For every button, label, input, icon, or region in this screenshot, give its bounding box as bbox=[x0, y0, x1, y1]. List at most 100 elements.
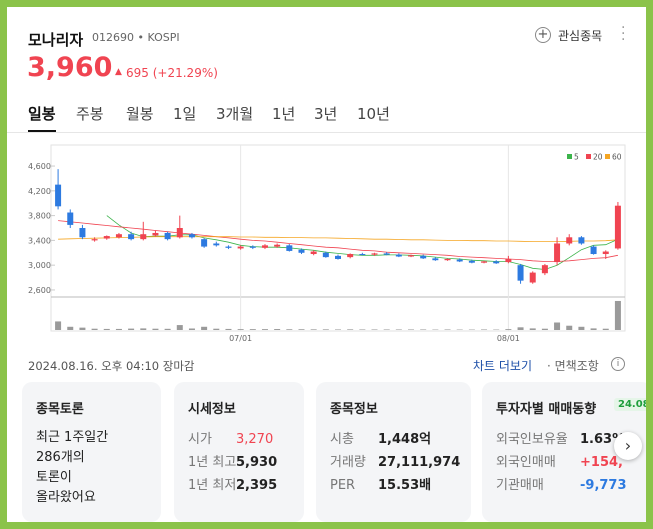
info-card[interactable]: 종목토론 최근 1주일간 286개의 토론이 올라왔어요 bbox=[22, 382, 161, 522]
volume-bar bbox=[395, 329, 402, 330]
legend-label: 60 bbox=[612, 153, 622, 162]
tab[interactable]: 주봉 bbox=[76, 105, 104, 123]
more-chart[interactable]: 차트 더보기 bbox=[473, 359, 533, 373]
legend-swatch bbox=[586, 154, 591, 159]
legend-swatch bbox=[567, 154, 572, 159]
tab[interactable]: 10년 bbox=[357, 105, 390, 123]
candle-body bbox=[286, 245, 293, 251]
row-key: PER bbox=[330, 478, 356, 493]
volume-bar bbox=[164, 328, 171, 330]
candle-body bbox=[249, 246, 256, 248]
candle-body bbox=[152, 232, 159, 236]
candle-body bbox=[140, 234, 147, 240]
tab-divider bbox=[7, 132, 646, 133]
candle-body bbox=[188, 234, 195, 238]
volume-bar bbox=[261, 329, 268, 330]
watch-button[interactable]: 관심종목 bbox=[558, 29, 603, 43]
info-card[interactable]: 시세정보 시가 3,270 1년 최고5,930 1년 최저2,395 bbox=[174, 382, 304, 522]
volume-bar bbox=[529, 328, 536, 330]
candle-body bbox=[383, 253, 390, 255]
disclaimer[interactable]: · 면책조항 bbox=[547, 359, 599, 373]
next-arrow[interactable]: › bbox=[614, 432, 642, 460]
volume-bar bbox=[55, 321, 62, 330]
candle-body bbox=[420, 255, 427, 259]
volume-bar bbox=[383, 329, 390, 330]
candle-body bbox=[554, 243, 561, 263]
ma-line bbox=[58, 220, 618, 262]
card-row: 시가 3,270 bbox=[188, 428, 273, 447]
card-row: 거래량 27,111,974 bbox=[330, 451, 460, 470]
volume-bar bbox=[67, 326, 74, 330]
card-row: 시총 1,448억 bbox=[330, 428, 431, 447]
card-badge: 24.08. bbox=[614, 398, 646, 411]
change: 695 (+21.29%) bbox=[126, 66, 218, 80]
row-key: 1년 최고 bbox=[188, 455, 237, 470]
card-title: 종목정보 bbox=[330, 402, 378, 417]
volume-bar bbox=[201, 326, 208, 330]
row-value: 2,395 bbox=[236, 478, 278, 493]
candle-body bbox=[456, 259, 463, 262]
volume-bar bbox=[335, 329, 341, 330]
candle-body bbox=[115, 234, 122, 238]
candle-body bbox=[541, 265, 548, 274]
candle-body bbox=[310, 251, 317, 255]
candle-body bbox=[201, 239, 208, 247]
stock-card: 모나리자 012690 • KOSPI + 관심종목 · · · 3,960 ▲ 6… bbox=[7, 7, 646, 522]
card-line: 최근 1주일간 bbox=[36, 430, 109, 445]
x-tick-label: 08/01 bbox=[497, 334, 520, 343]
add-icon[interactable]: + bbox=[535, 27, 551, 43]
y-tick-label: 4,600 bbox=[28, 162, 51, 171]
row-value: 1,448억 bbox=[378, 432, 432, 447]
tab[interactable]: 일봉 bbox=[28, 103, 56, 132]
info-card[interactable]: 종목정보 시총 1,448억 거래량 27,111,974 PER 15.53배 bbox=[316, 382, 471, 522]
candle-body bbox=[213, 243, 220, 246]
candle-body bbox=[103, 236, 110, 239]
volume-bar bbox=[310, 329, 317, 330]
row-value: -9,773 bbox=[580, 478, 627, 493]
more-menu[interactable]: · · · bbox=[621, 20, 626, 48]
legend-label: 5 bbox=[574, 153, 579, 162]
tab[interactable]: 월봉 bbox=[126, 105, 154, 123]
volume-bar bbox=[578, 326, 585, 330]
stock-code: 012690 • KOSPI bbox=[92, 31, 180, 44]
volume-bar bbox=[286, 329, 293, 330]
volume-bar bbox=[213, 328, 220, 330]
candle-body bbox=[176, 228, 183, 238]
change-value: 695 bbox=[126, 66, 149, 80]
row-key: 시총 bbox=[330, 432, 354, 447]
candle-body bbox=[335, 255, 341, 259]
candle-body bbox=[468, 260, 475, 263]
candle-body bbox=[408, 255, 415, 257]
volume-bar bbox=[481, 329, 488, 330]
card-row: 1년 최저2,395 bbox=[188, 474, 277, 493]
y-tick-label: 2,600 bbox=[28, 286, 51, 295]
candle-body bbox=[444, 258, 451, 261]
row-value: 1.63% bbox=[580, 432, 626, 447]
tab[interactable]: 1일 bbox=[173, 105, 197, 123]
candle-body bbox=[566, 237, 573, 244]
volume-bar bbox=[371, 329, 378, 330]
info-icon[interactable]: i bbox=[611, 357, 625, 371]
candle-body bbox=[371, 253, 378, 255]
candle-body bbox=[55, 184, 62, 207]
y-tick-label: 3,400 bbox=[28, 236, 51, 245]
legend-swatch bbox=[605, 154, 610, 159]
tab[interactable]: 1년 bbox=[272, 105, 296, 123]
row-value: 27,111,974 bbox=[378, 455, 461, 470]
candle-body bbox=[359, 254, 366, 256]
disclaimer-text: 면책조항 bbox=[554, 359, 599, 373]
up-arrow: ▲ bbox=[115, 67, 122, 77]
legend-label: 20 bbox=[593, 153, 603, 162]
code: 012690 bbox=[92, 31, 134, 44]
card-title: 종목토론 bbox=[36, 402, 84, 417]
volume-bar bbox=[590, 328, 597, 330]
volume-bar bbox=[237, 329, 244, 330]
candle-body bbox=[322, 252, 329, 258]
candle-body bbox=[578, 237, 585, 244]
tab[interactable]: 3년 bbox=[314, 105, 338, 123]
row-key: 거래량 bbox=[330, 455, 366, 470]
candle-body bbox=[493, 261, 500, 264]
card-line: 올라왔어요 bbox=[36, 490, 96, 505]
tab[interactable]: 3개월 bbox=[216, 105, 254, 123]
volume-bar bbox=[359, 329, 366, 330]
